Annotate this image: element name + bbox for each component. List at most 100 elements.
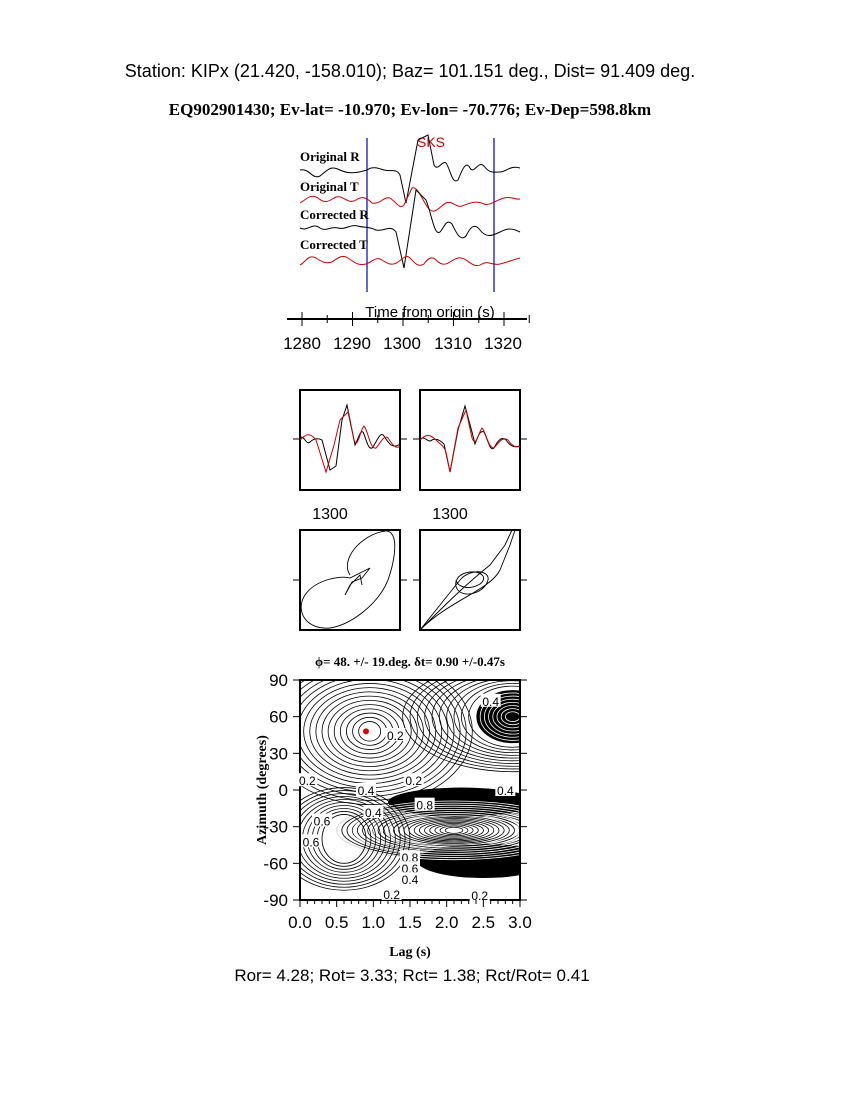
contour-line: [438, 680, 520, 759]
contour-line: [365, 808, 520, 852]
contour-line: [479, 692, 520, 741]
station-title: Station: KIPx (21.420, -158.010); Baz= 1…: [125, 61, 695, 81]
time-tick-label: 1290: [333, 334, 371, 353]
x-tick-label: 1.0: [362, 913, 386, 932]
contour-label-bg: [469, 888, 490, 902]
contour-label-bg: [301, 834, 321, 848]
contour-line: [382, 811, 520, 849]
y-tick-label: -60: [263, 854, 288, 873]
y-tick-label: 0: [279, 781, 288, 800]
x-tick-label: 3.0: [508, 913, 532, 932]
time-tick-label: 1300: [383, 334, 421, 353]
particle-motion-original: [293, 529, 407, 631]
contour-line: [402, 680, 520, 773]
contour-line: [496, 705, 520, 729]
contour-line: [358, 721, 382, 742]
contour-label-bg: [495, 783, 516, 796]
trace-label: Original T: [300, 179, 359, 194]
contour-line: [431, 680, 520, 762]
contour-line: [309, 687, 430, 776]
contour-label-bg: [385, 728, 406, 741]
contour-line: [358, 806, 520, 854]
contour-label-bg: [400, 872, 420, 886]
contour-title: ϕ= 48. +/- 19.deg. δt= 0.90 +/-0.47s: [315, 654, 505, 669]
contour-line: [372, 811, 520, 850]
contour-line: [321, 695, 418, 767]
corrected-t-trace: [299, 255, 521, 267]
contour-label: 0.6: [303, 835, 320, 849]
contour-label-bg: [400, 861, 420, 875]
contour-line: [300, 680, 473, 806]
contour-line: [460, 683, 520, 751]
contour-label-bg: [356, 783, 376, 796]
contour-line: [429, 823, 479, 838]
time-tick-label: 1320: [484, 334, 522, 353]
contour-line: [380, 813, 520, 848]
contour-line: [356, 805, 520, 856]
contour-line: [483, 695, 520, 738]
y-tick-label: -90: [263, 891, 288, 910]
contour-label: 0.2: [299, 774, 316, 788]
trace-label: Corrected R: [300, 207, 369, 222]
time-axis-label: Time from origin (s): [365, 304, 494, 321]
contour-label: 0.2: [387, 729, 404, 743]
original-t-trace: [299, 187, 521, 212]
contour-line: [418, 820, 490, 841]
contour-line: [300, 796, 396, 882]
event-title: EQ902901430; Ev-lat= -10.970; Ev-lon= -7…: [169, 100, 651, 119]
contour-line: [504, 711, 520, 722]
contour-label-bg: [312, 813, 332, 827]
x-tick-label: 0.0: [288, 913, 312, 932]
x-tick-label: 1.5: [398, 913, 422, 932]
contour-label-bg: [400, 850, 420, 864]
contour-line: [468, 685, 520, 748]
time-tick-label: 1310: [434, 334, 472, 353]
trace-label: Corrected T: [300, 237, 368, 252]
particle-motion-corrected: [413, 529, 527, 631]
contour-label-bg: [480, 693, 501, 707]
contour-line: [488, 698, 520, 735]
contour-label: 0.4: [497, 784, 514, 798]
contour-line: [377, 810, 520, 851]
overlay-panel-original: 1300: [293, 389, 407, 523]
contour-label-bg: [297, 773, 318, 787]
contour-line: [387, 815, 520, 846]
contour-line: [439, 825, 469, 836]
contour-line: [300, 799, 391, 879]
contour-label: 0.4: [365, 806, 382, 820]
x-tick-label: 0.5: [325, 913, 349, 932]
contour-label: 0.6: [314, 815, 331, 829]
contour-label-bg: [403, 773, 424, 787]
ratio-summary: Ror= 4.28; Rot= 3.33; Rct= 1.38; Rct/Rot…: [234, 966, 589, 985]
x-tick-label: 2.0: [435, 913, 459, 932]
contour-line: [321, 814, 367, 864]
contour-label: 0.4: [402, 873, 419, 887]
contour-label: 0.4: [482, 695, 499, 709]
original-r-trace: [299, 134, 521, 204]
contour-line: [500, 708, 520, 726]
contour-label: 0.2: [471, 889, 488, 903]
contour-label: 0.2: [383, 888, 400, 902]
contour-label: 0.2: [405, 774, 422, 788]
misfit-contour-map: ϕ= 48. +/- 19.deg. δt= 0.90 +/-0.47s 0.4…: [255, 654, 532, 960]
contour-line: [351, 804, 520, 857]
contour-line: [434, 824, 474, 837]
overlay-tick-label: 1300: [312, 506, 348, 523]
contour-line: [336, 800, 520, 861]
contour-line: [300, 680, 461, 797]
contour-line: [424, 821, 484, 839]
trace-panel: SKS Original R Original T Corrected R Co…: [283, 134, 530, 353]
contour-line: [300, 787, 411, 891]
trace-label: Original R: [300, 149, 360, 164]
y-tick-label: 30: [269, 744, 288, 763]
contour-line: [409, 680, 520, 770]
contour-line: [444, 826, 464, 834]
contour-ylabel: Azimuth (degrees): [255, 735, 270, 845]
contour-line: [343, 802, 520, 858]
contour-label-bg: [381, 886, 402, 900]
overlay-tick-label: 1300: [432, 506, 468, 523]
contour-line: [492, 701, 520, 732]
y-tick-label: -30: [263, 818, 288, 837]
y-tick-label: 60: [269, 708, 288, 727]
